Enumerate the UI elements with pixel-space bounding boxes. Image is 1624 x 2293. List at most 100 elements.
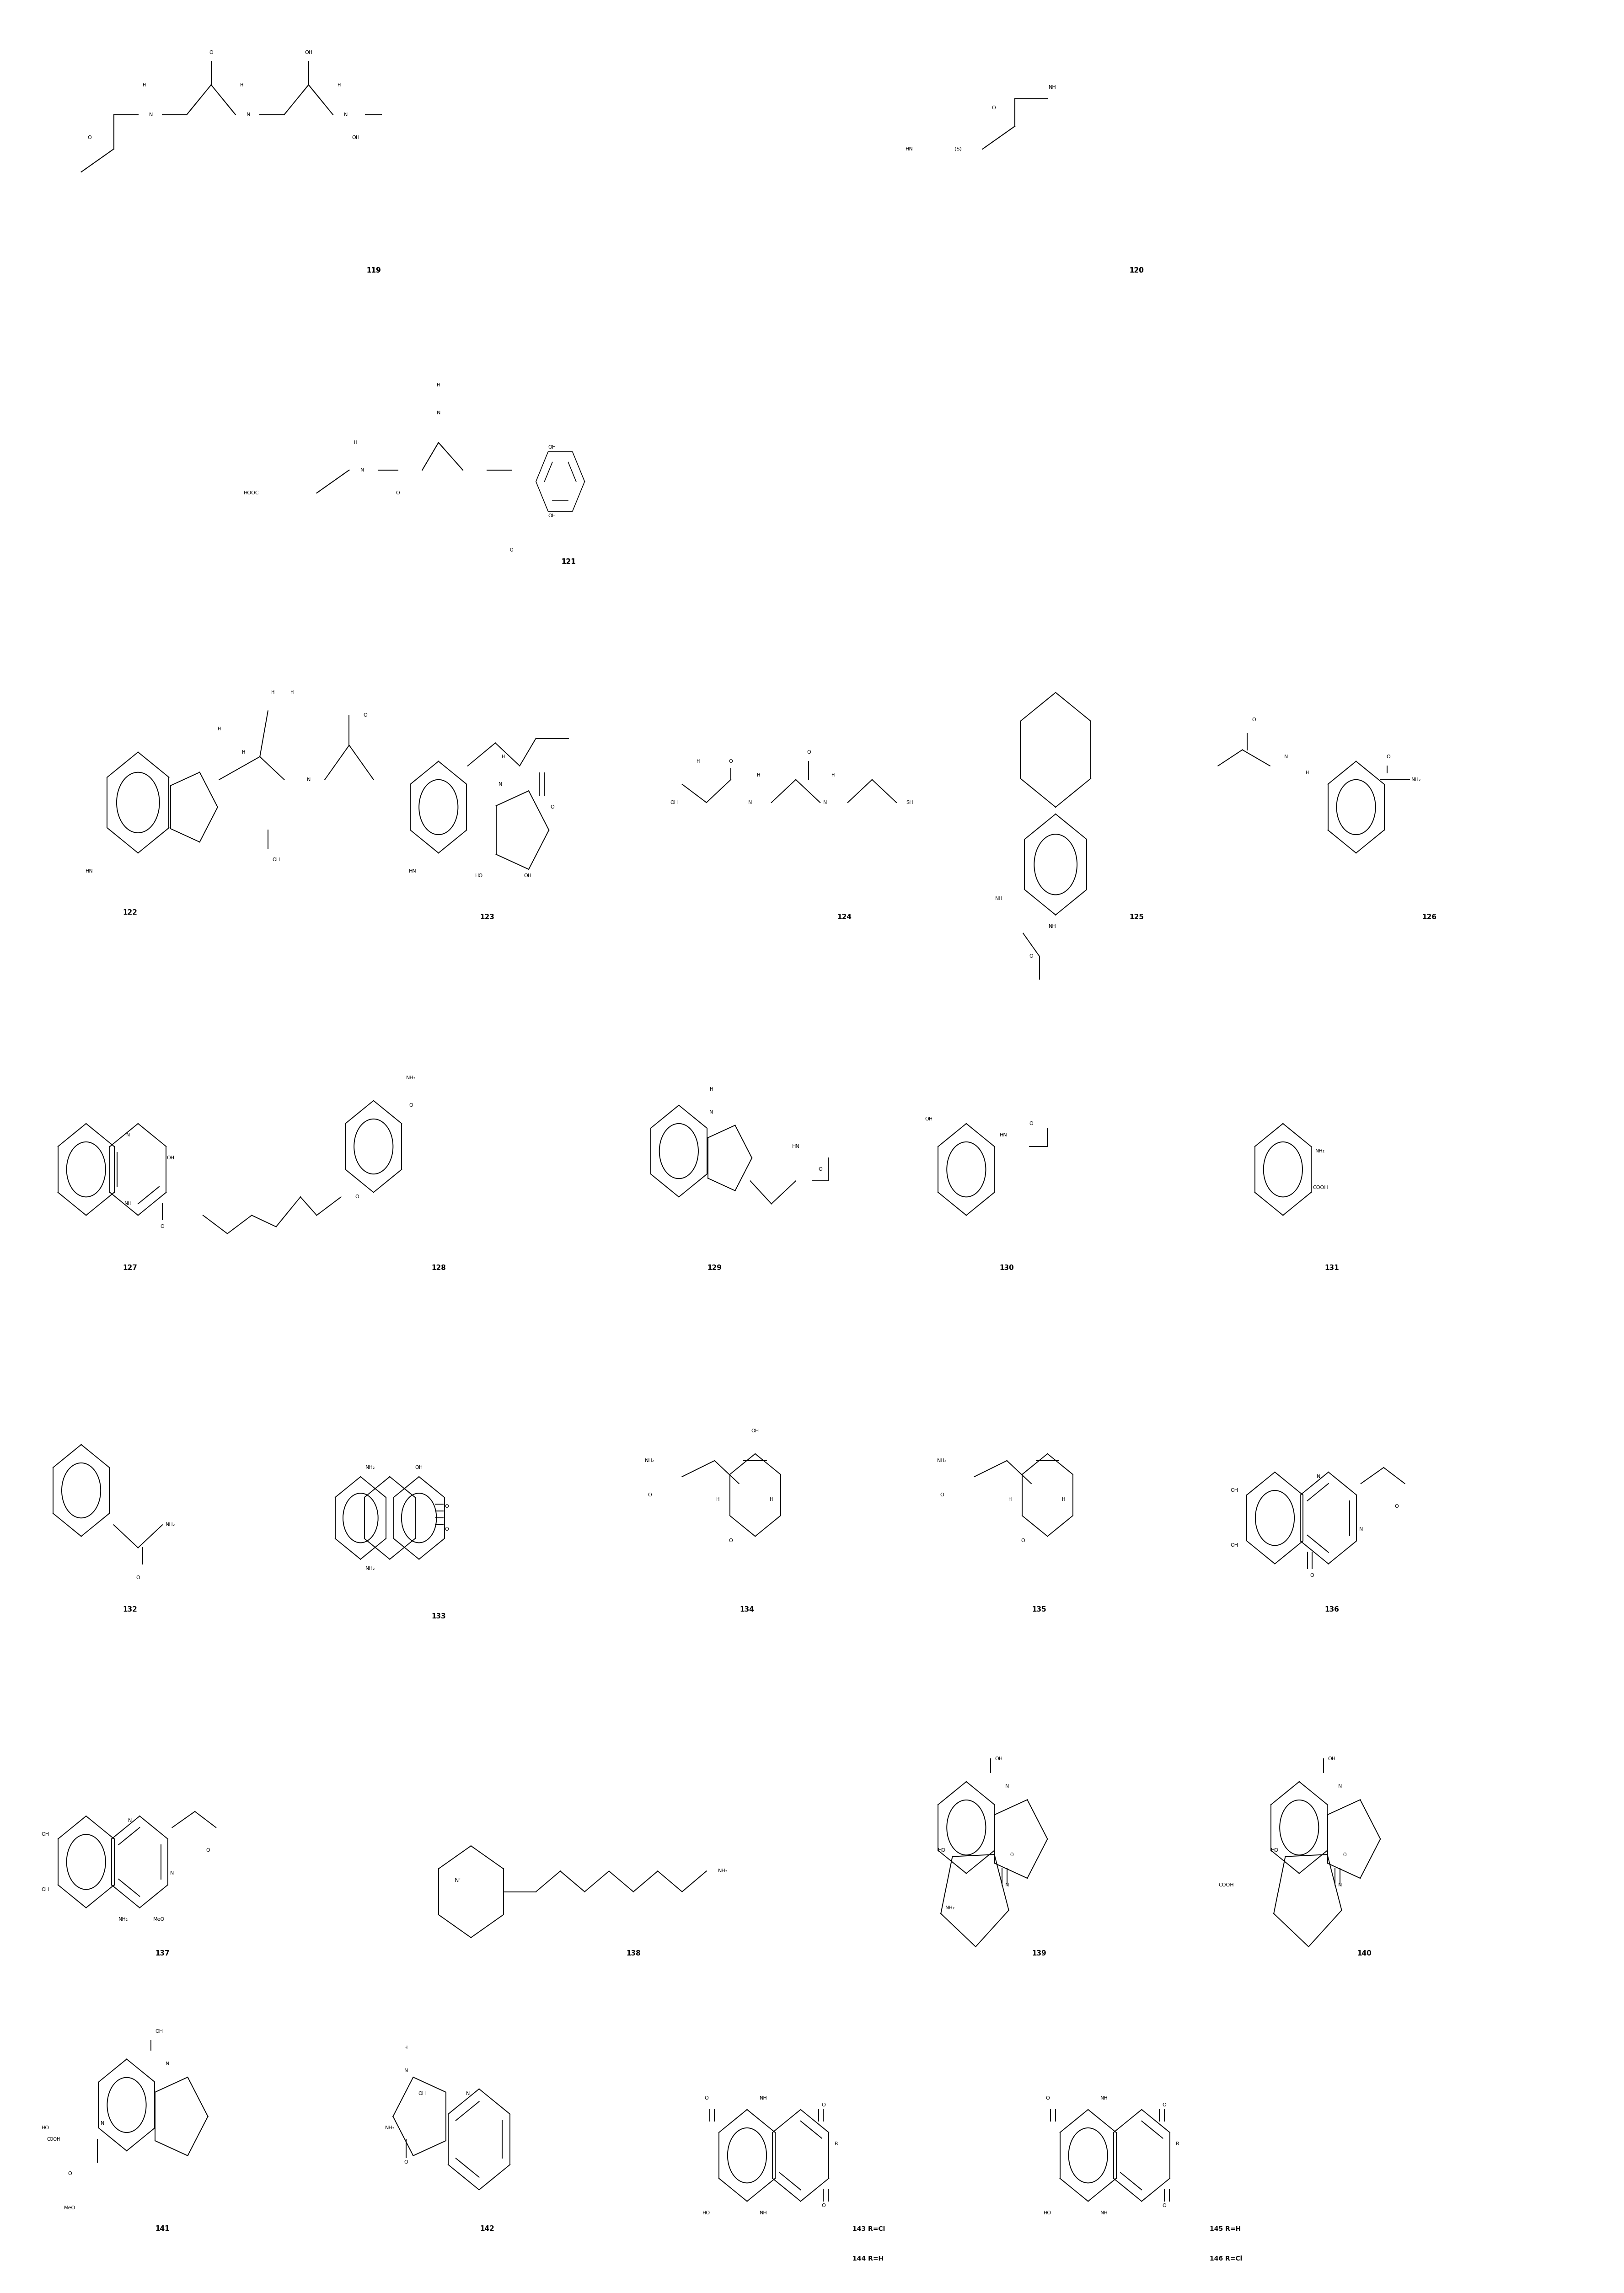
- Text: 119: 119: [367, 268, 380, 273]
- Text: O: O: [1343, 1853, 1346, 1857]
- Text: R: R: [1176, 2142, 1179, 2146]
- Text: N: N: [466, 2091, 469, 2096]
- Text: 145 R=H: 145 R=H: [1210, 2227, 1241, 2231]
- Text: 132: 132: [123, 1607, 136, 1612]
- Text: N: N: [404, 2068, 408, 2073]
- Text: 122: 122: [122, 910, 138, 915]
- Text: 142: 142: [481, 2227, 494, 2231]
- Text: N⁺: N⁺: [455, 1878, 461, 1883]
- Text: OH: OH: [1231, 1488, 1237, 1493]
- Text: HOOC: HOOC: [244, 491, 258, 495]
- Text: O: O: [396, 491, 400, 495]
- Text: N: N: [1338, 1784, 1341, 1789]
- Text: H: H: [710, 1087, 713, 1091]
- Text: NH₂: NH₂: [1315, 1149, 1325, 1153]
- Text: N: N: [710, 1110, 713, 1114]
- Text: N: N: [361, 468, 364, 472]
- Text: OH: OH: [752, 1429, 758, 1433]
- Text: 136: 136: [1325, 1607, 1338, 1612]
- Text: OH: OH: [525, 874, 531, 878]
- Text: 129: 129: [708, 1266, 721, 1270]
- Text: 133: 133: [432, 1614, 445, 1619]
- Text: HO: HO: [1044, 2210, 1051, 2215]
- Text: 139: 139: [1033, 1951, 1046, 1956]
- Text: 124: 124: [838, 915, 851, 919]
- Text: 137: 137: [156, 1951, 169, 1956]
- Text: OH: OH: [42, 1832, 49, 1837]
- Text: O: O: [206, 1848, 209, 1853]
- Text: H: H: [1009, 1497, 1012, 1502]
- Text: OH: OH: [1328, 1756, 1335, 1761]
- Text: HN: HN: [906, 147, 913, 151]
- Text: H: H: [338, 83, 341, 87]
- Text: N: N: [1359, 1527, 1363, 1532]
- Text: O: O: [705, 2096, 708, 2100]
- Text: O: O: [822, 2204, 825, 2208]
- Text: COOH: COOH: [1312, 1185, 1328, 1190]
- Text: O: O: [818, 1167, 822, 1172]
- Text: H: H: [1306, 770, 1309, 775]
- Text: HN: HN: [409, 869, 416, 874]
- Text: O: O: [1010, 1853, 1013, 1857]
- Text: N: N: [344, 112, 348, 117]
- Text: 119: 119: [367, 268, 380, 273]
- Text: O: O: [88, 135, 91, 140]
- Text: NH: NH: [1049, 924, 1056, 929]
- Text: OH: OH: [671, 800, 677, 805]
- Text: H: H: [757, 773, 760, 777]
- Text: O: O: [1387, 754, 1390, 759]
- Text: NH₂: NH₂: [365, 1566, 375, 1571]
- Text: NH: NH: [1049, 85, 1056, 89]
- Text: MeO: MeO: [63, 2206, 76, 2210]
- Text: NH: NH: [760, 2210, 767, 2215]
- Text: OH: OH: [416, 1465, 422, 1470]
- Text: NH: NH: [1101, 2210, 1108, 2215]
- Text: N: N: [749, 800, 752, 805]
- Text: N: N: [166, 2061, 169, 2066]
- Text: O: O: [364, 713, 367, 718]
- Text: O: O: [161, 1224, 164, 1229]
- Text: HN: HN: [86, 869, 93, 874]
- Text: 141: 141: [156, 2227, 169, 2231]
- Text: O: O: [648, 1493, 651, 1497]
- Text: O: O: [1030, 1121, 1033, 1126]
- Text: O: O: [356, 1195, 359, 1199]
- Text: O: O: [551, 805, 554, 809]
- Text: O: O: [1030, 954, 1033, 958]
- Text: HN: HN: [1000, 1133, 1007, 1137]
- Text: N: N: [101, 2121, 104, 2126]
- Text: 120: 120: [1130, 268, 1143, 273]
- Text: O: O: [1395, 1504, 1398, 1509]
- Text: N: N: [1338, 1883, 1341, 1887]
- Text: N: N: [1005, 1784, 1009, 1789]
- Text: 131: 131: [1325, 1266, 1338, 1270]
- Text: 140: 140: [1358, 1951, 1371, 1956]
- Text: 134: 134: [741, 1607, 754, 1612]
- Text: NH₂: NH₂: [645, 1458, 654, 1463]
- Text: NH₂: NH₂: [365, 1465, 375, 1470]
- Text: N: N: [171, 1871, 174, 1876]
- Text: O: O: [940, 1493, 944, 1497]
- Text: NH₂: NH₂: [945, 1905, 955, 1910]
- Text: O: O: [409, 1103, 412, 1108]
- Text: OH: OH: [42, 1887, 49, 1892]
- Text: H: H: [271, 690, 274, 695]
- Text: O: O: [1311, 1573, 1314, 1578]
- Text: O: O: [1252, 718, 1255, 722]
- Text: NH₂: NH₂: [385, 2126, 395, 2130]
- Text: N: N: [1317, 1474, 1320, 1479]
- Text: 120: 120: [1130, 268, 1143, 273]
- Text: H: H: [770, 1497, 773, 1502]
- Text: 121: 121: [562, 559, 575, 564]
- Text: O: O: [729, 1539, 732, 1543]
- Text: O: O: [729, 759, 732, 764]
- Text: O: O: [807, 750, 810, 754]
- Text: HO: HO: [1272, 1848, 1278, 1853]
- Text: O: O: [1021, 1539, 1025, 1543]
- Text: NH₂: NH₂: [119, 1917, 128, 1922]
- Text: 127: 127: [123, 1266, 136, 1270]
- Text: 143 R=Cl: 143 R=Cl: [853, 2227, 885, 2231]
- Text: (S): (S): [955, 147, 961, 151]
- Text: HO: HO: [703, 2210, 710, 2215]
- Text: HO: HO: [476, 874, 482, 878]
